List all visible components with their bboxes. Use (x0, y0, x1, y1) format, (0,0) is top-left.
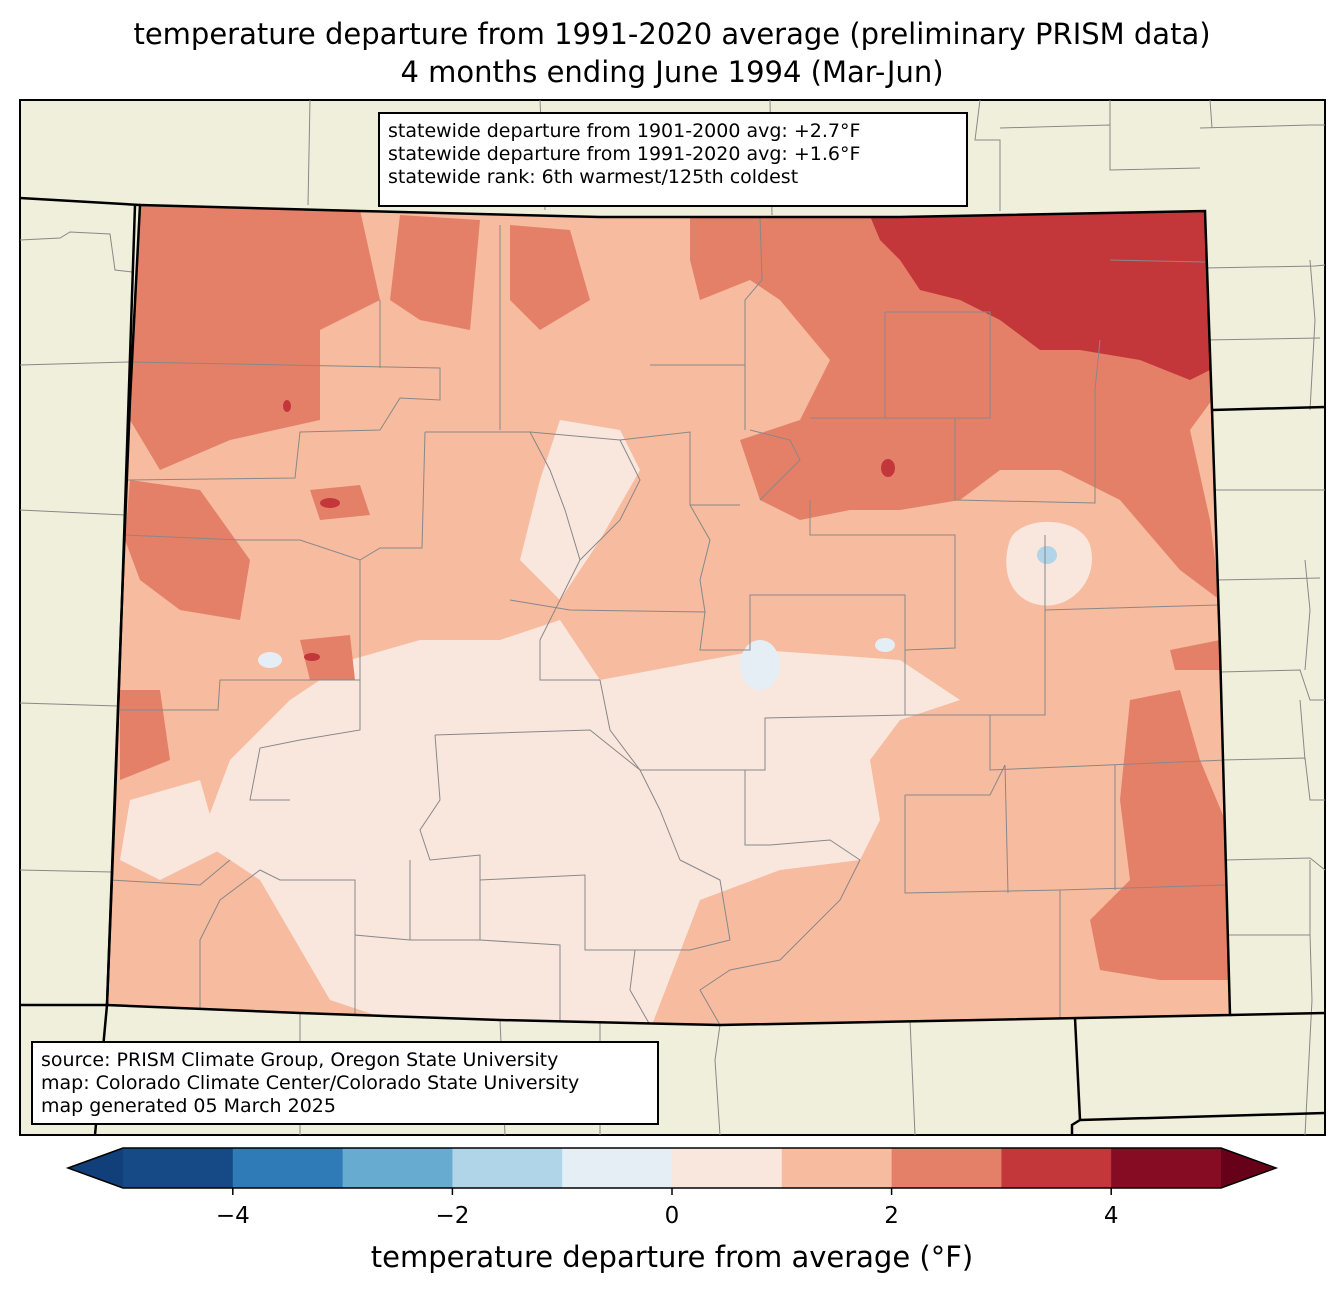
temperature-field (107, 205, 1230, 1025)
colorbar-tick-label: 2 (884, 1203, 899, 1229)
colorbar-bin (562, 1148, 673, 1188)
colorbar (65, 1147, 1279, 1195)
map-credit-line: map: Colorado Climate Center/Colorado St… (41, 1072, 580, 1094)
colorbar-extend-high (1221, 1148, 1276, 1188)
colorbar-bin (1001, 1148, 1112, 1188)
colorbar-tick-label: −2 (435, 1203, 470, 1229)
colorbar-bin (672, 1148, 783, 1188)
source-box: source: PRISM Climate Group, Oregon Stat… (31, 1041, 659, 1125)
colorbar-tick-label: −4 (215, 1203, 250, 1229)
colorbar-extend-low (68, 1148, 123, 1188)
county-lines (109, 215, 1226, 1025)
stats-departure-1901-2000: statewide departure from 1901-2000 avg: … (388, 120, 861, 142)
generated-date-line: map generated 05 March 2025 (41, 1095, 336, 1117)
colorbar-bin (342, 1148, 453, 1188)
map-title: temperature departure from 1991-2020 ave… (133, 17, 1211, 51)
colorbar-outline (65, 1147, 1279, 1189)
colorbar-bin (1111, 1148, 1222, 1188)
stats-rank: statewide rank: 6th warmest/125th coldes… (388, 166, 799, 188)
colorbar-bin (232, 1148, 344, 1188)
colorbar-tick-label: 4 (1103, 1203, 1119, 1229)
source-line: source: PRISM Climate Group, Oregon Stat… (41, 1049, 559, 1071)
colorbar-bin (781, 1148, 893, 1188)
colorbar-tick-label: 0 (664, 1203, 680, 1229)
colorbar-bin (891, 1148, 1002, 1188)
colorbar-label: temperature departure from average (°F) (370, 1240, 974, 1274)
stats-departure-1991-2020: statewide departure from 1991-2020 avg: … (388, 143, 861, 165)
colorbar-bin (123, 1148, 234, 1188)
colorbar-bin (452, 1148, 563, 1188)
map-subtitle: 4 months ending June 1994 (Mar-Jun) (400, 55, 944, 89)
statewide-stats-box: statewide departure from 1901-2000 avg: … (378, 112, 968, 207)
